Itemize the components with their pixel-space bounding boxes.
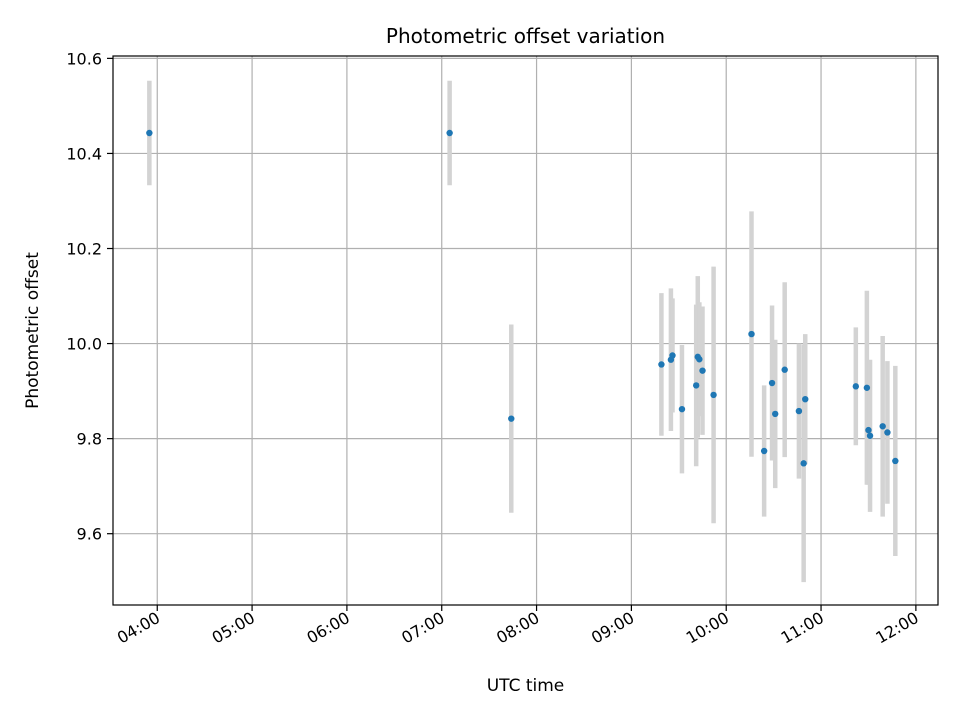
data-point [146,129,153,137]
data-point [760,447,768,455]
y-tick-label: 10.0 [66,335,102,354]
data-point [699,367,706,374]
data-points [146,129,899,467]
data-point [802,395,809,403]
y-tick-label: 9.8 [77,430,102,449]
data-point [852,383,860,390]
data-point [508,415,515,422]
grid-lines [113,56,938,605]
data-point [446,129,453,137]
data-point [772,410,779,418]
y-tick-label: 10.2 [66,240,102,259]
y-tick-label: 9.6 [77,525,102,544]
data-point [884,429,891,436]
data-point [669,352,676,359]
data-point [800,460,807,467]
data-point [795,407,803,415]
data-point [692,382,700,389]
data-point [892,457,899,465]
data-point [781,366,788,373]
y-tick-label: 10.4 [66,144,102,163]
axes-frame [112,55,939,606]
data-point [863,384,871,391]
y-axis-label: Photometric offset [23,252,43,409]
data-point [866,432,874,439]
data-point [678,405,686,413]
y-tick-label: 10.6 [66,49,102,68]
data-point [865,426,872,434]
data-point [748,330,755,338]
x-axis-label: UTC time [487,676,565,696]
chart-title: Photometric offset variation [386,24,665,48]
data-point [879,423,886,430]
data-point [696,356,703,363]
data-point [710,391,717,399]
data-point [768,379,776,387]
data-point [658,361,665,368]
